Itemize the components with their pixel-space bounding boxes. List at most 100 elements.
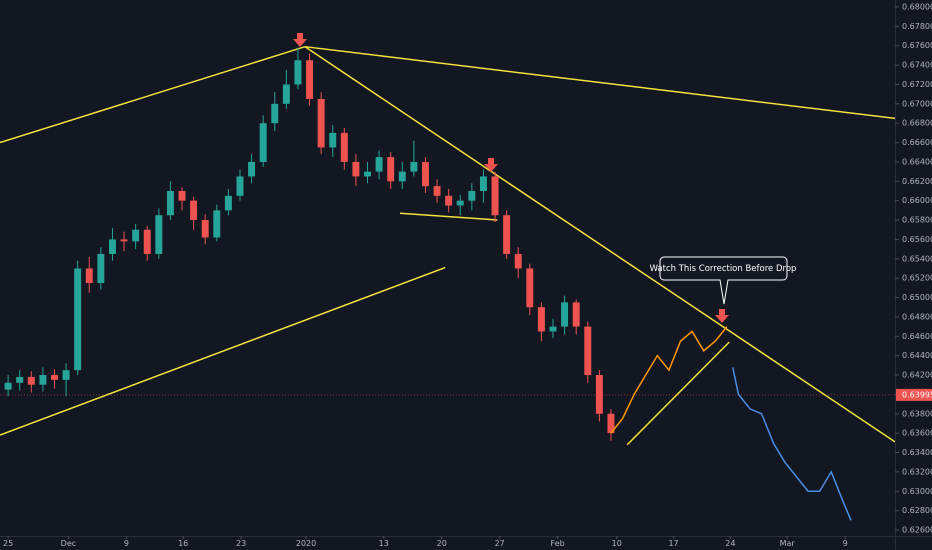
candle-body [514, 253, 522, 269]
y-tick-label: 0.66600 [902, 138, 932, 147]
y-tick-label: 0.68000 [902, 2, 932, 11]
candle-body [317, 98, 325, 148]
x-tick-label: 20 [437, 539, 447, 548]
candle-body [259, 123, 267, 162]
x-tick-label: 17 [668, 539, 678, 548]
candle-body [445, 195, 453, 206]
y-tick-label: 0.62800 [902, 506, 932, 515]
candle-body [375, 157, 383, 172]
x-tick-label: Feb [551, 539, 565, 548]
candle-body [387, 157, 395, 182]
candle-body [364, 171, 371, 177]
trendline [0, 266, 446, 436]
x-tick-label: 2020 [296, 539, 316, 548]
y-tick-label: 0.64800 [902, 312, 932, 321]
candle-body [224, 195, 232, 211]
candle-body [201, 220, 209, 238]
candle-body [329, 132, 337, 148]
y-tick-label: 0.64600 [902, 332, 932, 341]
current-price-label: 0.63995 [902, 390, 932, 399]
y-tick-label: 0.66800 [902, 119, 932, 128]
price-line [731, 367, 852, 521]
y-tick-label: 0.65400 [902, 254, 932, 263]
candle-body [190, 200, 198, 221]
y-tick-label: 0.65200 [902, 274, 932, 283]
x-tick-label: 9 [843, 539, 848, 548]
x-tick-label: Mar [780, 539, 796, 548]
candle-body [178, 190, 186, 201]
candle-body [306, 60, 314, 99]
y-tick-label: 0.65800 [902, 216, 932, 225]
price-line [610, 326, 728, 434]
candle-body [352, 161, 360, 177]
candle-body [74, 268, 82, 371]
arrow [715, 309, 729, 323]
plot-area [0, 45, 895, 521]
candle-body [120, 239, 128, 242]
y-tick-label: 0.63000 [902, 487, 932, 496]
current-price-box [896, 388, 932, 401]
candle-body [294, 60, 302, 85]
candle-body [27, 376, 35, 385]
candle-body [108, 239, 116, 254]
candle-body [491, 176, 499, 216]
candle-body [572, 302, 580, 327]
candle-body [433, 186, 441, 196]
arrow [293, 33, 307, 47]
candle-body [51, 375, 58, 380]
arrow [484, 158, 498, 172]
y-tick-label: 0.63600 [902, 429, 932, 438]
trendline [304, 46, 895, 443]
y-tick-label: 0.64200 [902, 371, 932, 380]
candle-body [468, 190, 476, 201]
trendline [0, 45, 306, 144]
candle-body [85, 268, 93, 284]
y-tick-label: 0.67200 [902, 80, 932, 89]
candle-body [421, 161, 429, 187]
candle-body [398, 171, 406, 182]
x-tick-label: 10 [612, 539, 622, 548]
candle-body [340, 132, 348, 162]
candle-body [537, 307, 545, 332]
x-tick-label: 27 [495, 539, 505, 548]
candle-body [282, 84, 290, 104]
candle-body [607, 413, 615, 434]
x-tick-label: Dec [61, 539, 76, 548]
x-tick-label: 24 [725, 539, 735, 548]
candle-body [143, 229, 151, 254]
candle-body [62, 370, 70, 380]
x-tick-label: 9 [124, 539, 129, 548]
callout: Watch This Correction Before Drop [650, 256, 797, 305]
trendline [399, 212, 498, 221]
x-tick-label: 25 [3, 539, 13, 548]
x-tick-label: 13 [379, 539, 389, 548]
candle-body [155, 215, 163, 254]
y-tick-label: 0.66200 [902, 177, 932, 186]
x-tick-label: 16 [178, 539, 188, 548]
candle-body [595, 375, 603, 414]
candle-body [410, 161, 418, 172]
trendline [626, 341, 730, 446]
candle-body [479, 176, 487, 191]
candle-body [166, 190, 174, 216]
trendline [304, 45, 895, 120]
annotation-text: Watch This Correction Before Drop [650, 264, 797, 274]
candle-body [271, 103, 279, 124]
candle-body [503, 215, 511, 254]
candle-body [4, 382, 12, 390]
candle-body [456, 200, 464, 206]
y-tick-label: 0.62600 [902, 525, 932, 534]
y-tick-label: 0.63800 [902, 409, 932, 418]
candle-body [132, 229, 140, 242]
y-tick-label: 0.66400 [902, 157, 932, 166]
y-tick-label: 0.63200 [902, 467, 932, 476]
candle-body [213, 210, 221, 238]
x-tick-label: 23 [236, 539, 246, 548]
y-tick-label: 0.66000 [902, 196, 932, 205]
candle-body [584, 326, 592, 376]
y-tick-label: 0.67800 [902, 22, 932, 31]
candle-body [561, 302, 569, 327]
candle-body [248, 161, 256, 177]
